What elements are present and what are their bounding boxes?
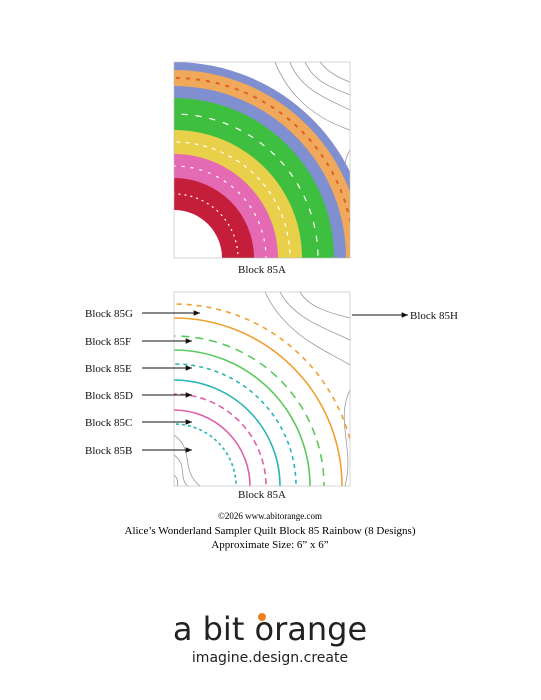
label: Block 85D <box>85 390 133 402</box>
logo: a bit orange <box>173 610 367 648</box>
doc-title: Alice’s Wonderland Sampler Quilt Block 8… <box>125 525 416 537</box>
doc-size: Approximate Size: 6” x 6” <box>211 539 328 551</box>
label: Block 85F <box>85 336 131 348</box>
label: Block 85C <box>85 417 132 429</box>
labels: Block 85G Block 85F Block 85E Block 85D … <box>85 308 458 457</box>
tagline: imagine.design.create <box>192 650 348 666</box>
quilt-block-outline <box>174 292 350 486</box>
label: Block 85G <box>85 308 133 320</box>
caption: Block 85A <box>238 489 286 501</box>
arrows <box>142 310 408 453</box>
copyright: ©2026 www.abitorange.com <box>218 511 322 521</box>
quilt-block-colored <box>174 62 350 258</box>
logo-dot <box>258 613 266 621</box>
label: Block 85B <box>85 445 132 457</box>
label: Block 85E <box>85 363 132 375</box>
caption: Block 85A <box>238 264 286 276</box>
label: Block 85H <box>410 310 458 322</box>
